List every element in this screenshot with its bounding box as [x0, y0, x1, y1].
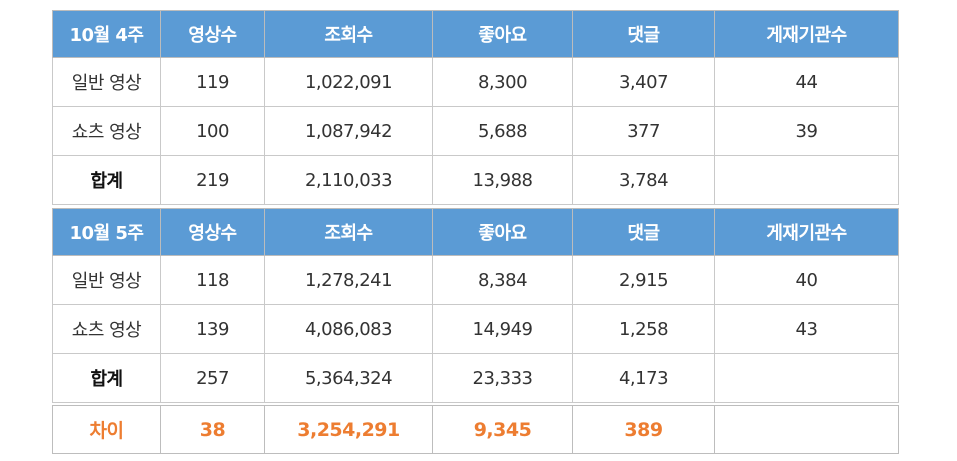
likes-header: 좋아요 [432, 10, 573, 58]
comments-header: 댓글 [572, 10, 715, 58]
likes-cell: 13,988 [432, 155, 573, 205]
total-label: 합계 [52, 155, 161, 205]
likes-header: 좋아요 [432, 208, 573, 256]
row-label: 일반 영상 [52, 57, 161, 107]
comments-cell: 1,258 [572, 304, 715, 354]
agency-count-cell: 39 [714, 106, 899, 156]
row-label: 쇼츠 영상 [52, 304, 161, 354]
video-count-cell: 219 [160, 155, 265, 205]
video-count-diff-cell: 38 [160, 405, 265, 454]
video-count-cell: 139 [160, 304, 265, 354]
table-row-total: 합계 219 2,110,033 13,988 3,784 [52, 155, 899, 205]
comments-cell: 377 [572, 106, 715, 156]
comments-cell: 2,915 [572, 255, 715, 305]
difference-label: 차이 [52, 405, 161, 454]
views-diff-cell: 3,254,291 [264, 405, 433, 454]
views-cell: 5,364,324 [264, 353, 433, 403]
table-row-total: 합계 257 5,364,324 23,333 4,173 [52, 353, 899, 403]
video-count-cell: 257 [160, 353, 265, 403]
week4-stats-table: 10월 4주 영상수 조회수 좋아요 댓글 게재기관수 일반 영상 119 1,… [52, 10, 899, 205]
likes-cell: 8,300 [432, 57, 573, 107]
likes-cell: 23,333 [432, 353, 573, 403]
table-row-regular-video: 일반 영상 119 1,022,091 8,300 3,407 44 [52, 57, 899, 107]
likes-cell: 8,384 [432, 255, 573, 305]
video-count-header: 영상수 [160, 208, 265, 256]
agency-count-header: 게재기관수 [714, 208, 899, 256]
likes-cell: 5,688 [432, 106, 573, 156]
table-header-row: 10월 5주 영상수 조회수 좋아요 댓글 게재기관수 [52, 208, 899, 256]
period-header: 10월 5주 [52, 208, 161, 256]
views-header: 조회수 [264, 10, 433, 58]
agency-count-cell [714, 155, 899, 205]
agency-count-header: 게재기관수 [714, 10, 899, 58]
agency-count-cell: 44 [714, 57, 899, 107]
views-cell: 1,022,091 [264, 57, 433, 107]
total-label: 합계 [52, 353, 161, 403]
table-row-shorts-video: 쇼츠 영상 100 1,087,942 5,688 377 39 [52, 106, 899, 156]
difference-table: 차이 38 3,254,291 9,345 389 [52, 405, 899, 454]
agency-count-diff-cell [714, 405, 899, 454]
views-cell: 2,110,033 [264, 155, 433, 205]
views-cell: 1,087,942 [264, 106, 433, 156]
comments-cell: 3,407 [572, 57, 715, 107]
row-label: 쇼츠 영상 [52, 106, 161, 156]
video-count-header: 영상수 [160, 10, 265, 58]
table-row-difference: 차이 38 3,254,291 9,345 389 [52, 405, 899, 454]
likes-diff-cell: 9,345 [432, 405, 573, 454]
comments-cell: 4,173 [572, 353, 715, 403]
video-count-cell: 118 [160, 255, 265, 305]
agency-count-cell [714, 353, 899, 403]
table-header-row: 10월 4주 영상수 조회수 좋아요 댓글 게재기관수 [52, 10, 899, 58]
views-header: 조회수 [264, 208, 433, 256]
period-header: 10월 4주 [52, 10, 161, 58]
comments-header: 댓글 [572, 208, 715, 256]
table-row-regular-video: 일반 영상 118 1,278,241 8,384 2,915 40 [52, 255, 899, 305]
video-count-cell: 119 [160, 57, 265, 107]
agency-count-cell: 43 [714, 304, 899, 354]
comments-cell: 3,784 [572, 155, 715, 205]
comments-diff-cell: 389 [572, 405, 715, 454]
video-count-cell: 100 [160, 106, 265, 156]
views-cell: 1,278,241 [264, 255, 433, 305]
likes-cell: 14,949 [432, 304, 573, 354]
week5-stats-table: 10월 5주 영상수 조회수 좋아요 댓글 게재기관수 일반 영상 118 1,… [52, 208, 899, 403]
views-cell: 4,086,083 [264, 304, 433, 354]
table-row-shorts-video: 쇼츠 영상 139 4,086,083 14,949 1,258 43 [52, 304, 899, 354]
row-label: 일반 영상 [52, 255, 161, 305]
agency-count-cell: 40 [714, 255, 899, 305]
